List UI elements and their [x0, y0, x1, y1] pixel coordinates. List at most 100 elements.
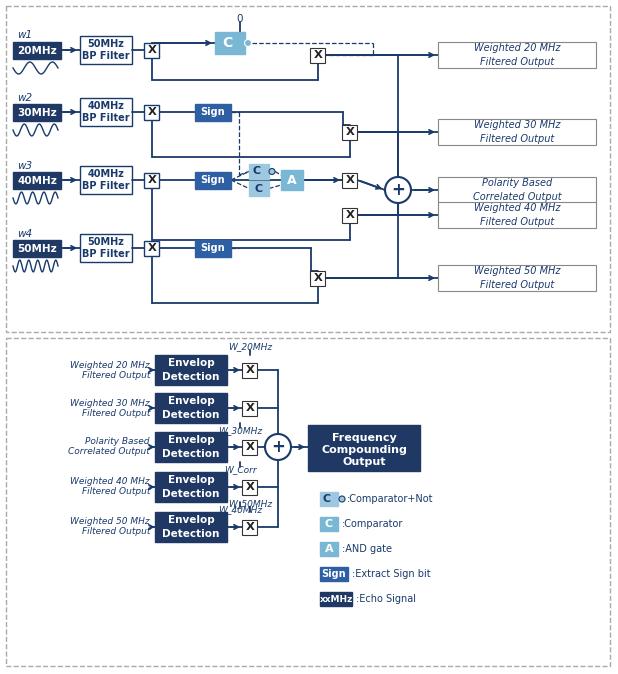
FancyBboxPatch shape — [80, 36, 132, 64]
Text: X: X — [148, 175, 156, 185]
FancyBboxPatch shape — [145, 104, 159, 119]
Text: X: X — [345, 175, 355, 185]
Text: Envelop: Envelop — [167, 515, 214, 525]
Text: W_30MHz: W_30MHz — [218, 427, 262, 435]
Text: BP Filter: BP Filter — [82, 51, 130, 61]
FancyBboxPatch shape — [13, 42, 61, 59]
Text: X: X — [245, 365, 255, 375]
Text: Envelop: Envelop — [167, 358, 214, 368]
FancyBboxPatch shape — [320, 567, 348, 581]
Text: 40MHz: 40MHz — [88, 169, 124, 179]
Text: Polarity Based: Polarity Based — [482, 178, 552, 188]
FancyBboxPatch shape — [13, 240, 61, 257]
Text: w1: w1 — [17, 30, 32, 40]
FancyBboxPatch shape — [342, 173, 357, 187]
FancyBboxPatch shape — [6, 338, 610, 666]
FancyBboxPatch shape — [6, 6, 610, 332]
FancyBboxPatch shape — [438, 42, 596, 68]
Text: Weighted 40 MHz: Weighted 40 MHz — [70, 477, 150, 487]
FancyBboxPatch shape — [155, 472, 227, 502]
Text: Sign: Sign — [201, 175, 226, 185]
Text: Polarity Based: Polarity Based — [85, 437, 150, 446]
FancyBboxPatch shape — [249, 181, 269, 196]
Text: Output: Output — [342, 457, 386, 467]
Text: Filtered Output: Filtered Output — [480, 280, 554, 290]
Text: :Comparator: :Comparator — [342, 519, 404, 529]
Text: A: A — [287, 173, 297, 187]
Circle shape — [385, 177, 411, 203]
Text: xxMHz: xxMHz — [320, 594, 353, 603]
Text: Sign: Sign — [322, 569, 346, 579]
Text: C: C — [255, 183, 263, 193]
Text: Detection: Detection — [163, 449, 219, 459]
Text: X: X — [345, 127, 355, 137]
Text: Filtered Output: Filtered Output — [82, 528, 150, 537]
Text: :Extract Sign bit: :Extract Sign bit — [352, 569, 431, 579]
Circle shape — [339, 496, 345, 502]
Text: Weighted 20 MHz: Weighted 20 MHz — [70, 361, 150, 369]
FancyBboxPatch shape — [13, 104, 61, 121]
Text: W_50MHz: W_50MHz — [228, 499, 272, 508]
FancyBboxPatch shape — [438, 265, 596, 291]
Text: Filtered Output: Filtered Output — [480, 57, 554, 67]
FancyBboxPatch shape — [145, 42, 159, 57]
FancyBboxPatch shape — [320, 542, 338, 556]
Text: Correlated Output: Correlated Output — [68, 448, 150, 456]
Text: Envelop: Envelop — [167, 475, 214, 485]
FancyBboxPatch shape — [195, 104, 231, 121]
Text: X: X — [313, 50, 323, 60]
Text: X: X — [245, 482, 255, 492]
FancyBboxPatch shape — [438, 177, 596, 203]
FancyBboxPatch shape — [242, 363, 258, 377]
Text: :AND gate: :AND gate — [342, 544, 392, 554]
FancyBboxPatch shape — [145, 241, 159, 255]
Text: BP Filter: BP Filter — [82, 181, 130, 191]
Text: Weighted 30 MHz: Weighted 30 MHz — [70, 398, 150, 408]
Circle shape — [265, 434, 291, 460]
Text: Weighted 50 MHz: Weighted 50 MHz — [474, 266, 561, 276]
Text: X: X — [245, 442, 255, 452]
Text: X: X — [245, 522, 255, 532]
Text: Filtered Output: Filtered Output — [82, 371, 150, 379]
Text: X: X — [345, 210, 355, 220]
FancyBboxPatch shape — [80, 98, 132, 126]
Text: C: C — [323, 494, 331, 504]
Text: X: X — [148, 243, 156, 253]
FancyBboxPatch shape — [155, 432, 227, 462]
Text: Sign: Sign — [201, 107, 226, 117]
FancyBboxPatch shape — [215, 32, 245, 54]
Text: Weighted 40 MHz: Weighted 40 MHz — [474, 203, 561, 213]
Text: Weighted 20 MHz: Weighted 20 MHz — [474, 43, 561, 53]
Text: Weighted 30 MHz: Weighted 30 MHz — [474, 120, 561, 130]
FancyBboxPatch shape — [155, 512, 227, 542]
FancyBboxPatch shape — [249, 164, 269, 179]
Text: +: + — [391, 181, 405, 199]
Text: X: X — [245, 403, 255, 413]
Text: Compounding: Compounding — [321, 445, 407, 455]
Text: Detection: Detection — [163, 372, 219, 382]
FancyBboxPatch shape — [242, 479, 258, 495]
Text: Detection: Detection — [163, 410, 219, 420]
Text: 0: 0 — [237, 14, 243, 24]
FancyBboxPatch shape — [438, 202, 596, 228]
FancyBboxPatch shape — [342, 125, 357, 140]
Text: Weighted 50 MHz: Weighted 50 MHz — [70, 518, 150, 526]
FancyBboxPatch shape — [310, 47, 326, 63]
Text: Filtered Output: Filtered Output — [82, 408, 150, 417]
Text: 50MHz: 50MHz — [88, 39, 124, 49]
Text: :Echo Signal: :Echo Signal — [356, 594, 416, 604]
FancyBboxPatch shape — [320, 592, 352, 606]
Text: 30MHz: 30MHz — [17, 107, 57, 117]
Text: 50MHz: 50MHz — [17, 243, 57, 253]
FancyBboxPatch shape — [242, 520, 258, 534]
Text: C: C — [253, 166, 261, 177]
FancyBboxPatch shape — [155, 355, 227, 385]
Text: Envelop: Envelop — [167, 396, 214, 406]
Text: X: X — [148, 45, 156, 55]
Text: Frequency: Frequency — [332, 433, 396, 443]
Text: 40MHz: 40MHz — [88, 101, 124, 111]
Circle shape — [245, 40, 252, 47]
Text: 40MHz: 40MHz — [17, 175, 57, 185]
FancyBboxPatch shape — [308, 425, 420, 471]
Text: Detection: Detection — [163, 529, 219, 539]
